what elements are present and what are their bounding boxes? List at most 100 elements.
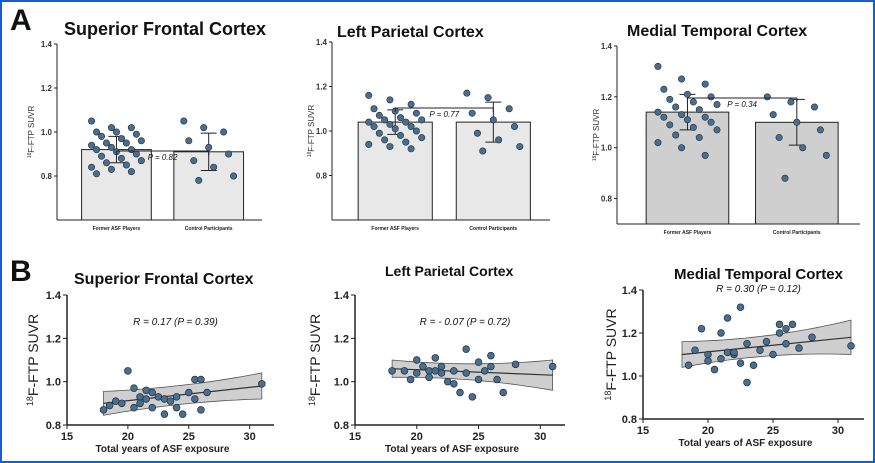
- data-point: [480, 367, 489, 375]
- y-tick-label: 1.4: [46, 290, 62, 302]
- data-point: [756, 346, 764, 354]
- data-point: [178, 410, 187, 418]
- data-point: [782, 340, 790, 348]
- data-point: [124, 367, 132, 375]
- data-point: [412, 109, 420, 117]
- y-tick-label: 1.0: [46, 377, 61, 389]
- data-point: [763, 93, 771, 101]
- data-point: [197, 406, 205, 414]
- category-label: Control Participants: [773, 230, 821, 236]
- data-point: [365, 140, 373, 148]
- data-point: [743, 378, 751, 387]
- category-label: Former ASF Players: [371, 226, 419, 232]
- y-tick-label: 1.0: [622, 371, 637, 383]
- data-point: [418, 116, 426, 124]
- data-point: [203, 388, 211, 397]
- data-point: [473, 129, 481, 137]
- data-point: [484, 94, 492, 102]
- data-point: [370, 105, 378, 113]
- data-point: [230, 172, 238, 180]
- data-point: [118, 399, 126, 408]
- x-axis-label: Total years of ASF exposure: [679, 438, 813, 449]
- x-tick-label: 20: [122, 431, 134, 443]
- data-point: [122, 139, 130, 147]
- scatter-chart-3: Medial Temporal Cortex 0.8 1.0 1.2 1.4 15 20 25…: [603, 266, 864, 449]
- y-tick-label: 1.2: [622, 328, 637, 340]
- data-point: [127, 124, 135, 132]
- data-point: [431, 354, 440, 362]
- p-value-annotation: P = 0.82: [148, 153, 178, 162]
- data-point: [743, 340, 751, 348]
- data-point: [107, 165, 115, 173]
- y-tick-label: 1.4: [316, 38, 328, 47]
- data-point: [386, 96, 394, 104]
- data-point: [107, 124, 115, 132]
- data-point: [489, 116, 497, 124]
- category-label: Former ASF Players: [664, 230, 712, 236]
- correlation-annotation: R = - 0.07 (P = 0.72): [420, 317, 511, 328]
- y-tick-label: 1.2: [46, 333, 61, 345]
- scatter-chart-2: Left Parietal Cortex 0.8 1.0 1.2 1.4 15 20 25 30…: [307, 263, 565, 455]
- data-point: [98, 152, 106, 160]
- scatter-chart-1: Superior Frontal Cortex 0.8 1.0 1.2 1.4 15 20 2…: [25, 271, 274, 455]
- data-point: [102, 159, 110, 167]
- y-tick-label: 1.4: [622, 285, 638, 297]
- data-point: [769, 111, 777, 119]
- y-tick-label: 0.8: [41, 172, 53, 181]
- data-point: [391, 125, 399, 133]
- data-point: [397, 114, 405, 122]
- data-point: [381, 136, 389, 144]
- data-point: [413, 369, 421, 377]
- bar-chart-3: Medial Temporal Cortex 0.8 1.0 1.2 1.4 18F-FT…: [592, 23, 860, 236]
- x-axis-label: Total years of ASF exposure: [96, 444, 230, 455]
- data-point: [799, 144, 807, 152]
- data-point: [375, 129, 383, 137]
- data-point: [370, 123, 378, 131]
- data-point: [701, 80, 709, 88]
- bar-chart-2: Left Parietal Cortex 0.8 1.0 1.2 1.4 18F-FTP …: [307, 24, 550, 232]
- y-tick-label: 1.2: [601, 93, 613, 102]
- data-point: [148, 388, 156, 397]
- data-point: [407, 123, 415, 131]
- data-point: [407, 145, 415, 153]
- data-point: [730, 348, 738, 357]
- data-point: [782, 324, 790, 333]
- data-point: [695, 134, 703, 142]
- data-point: [142, 395, 150, 403]
- data-point: [672, 103, 680, 111]
- data-point: [660, 113, 668, 121]
- y-axis-label: 18F-FTP SUVR: [307, 105, 316, 158]
- data-point: [402, 118, 410, 126]
- category-label: Control Participants: [469, 226, 517, 232]
- data-point: [190, 157, 198, 165]
- data-point: [713, 126, 721, 134]
- data-point: [122, 161, 130, 169]
- confidence-band: [391, 359, 553, 391]
- x-tick-label: 15: [349, 431, 361, 443]
- data-point: [499, 388, 507, 397]
- y-tick-label: 1.4: [601, 42, 613, 51]
- data-point: [88, 141, 96, 149]
- data-point: [775, 134, 783, 142]
- data-point: [388, 367, 396, 375]
- data-point: [495, 136, 503, 144]
- data-point: [683, 116, 691, 124]
- data-point: [172, 393, 181, 401]
- y-axis-label: 18F-FTP SUVR: [592, 109, 601, 162]
- data-point: [474, 358, 483, 366]
- data-point: [723, 314, 732, 322]
- data-point: [402, 138, 410, 146]
- data-point: [400, 367, 409, 375]
- data-point: [695, 106, 703, 114]
- x-axis-label: Total years of ASF exposure: [385, 444, 519, 455]
- data-point: [205, 143, 213, 151]
- data-point: [406, 375, 415, 384]
- data-point: [736, 303, 745, 311]
- data-point: [386, 120, 394, 128]
- chart-title: Medial Temporal Cortex: [674, 266, 844, 283]
- data-point: [365, 91, 373, 99]
- x-tick-label: 15: [637, 425, 649, 437]
- data-point: [105, 401, 114, 410]
- x-tick-label: 25: [183, 431, 195, 443]
- data-point: [418, 134, 426, 142]
